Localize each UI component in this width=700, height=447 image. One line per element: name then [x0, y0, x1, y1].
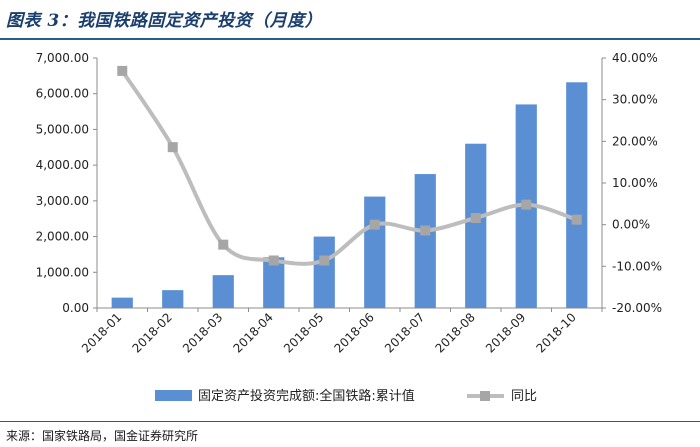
bar [313, 236, 335, 308]
x-axis-tick-label: 2018-01 [79, 310, 124, 355]
line-series [117, 65, 582, 266]
x-axis-tick-label: 2018-07 [382, 310, 427, 355]
right-axis-tick-label: 30.00% [612, 93, 658, 107]
left-axis-tick-label: 7,000.00 [36, 51, 89, 65]
left-axis-tick-label: 1,000.00 [36, 265, 89, 279]
right-axis-tick-label: 0.00% [612, 218, 650, 232]
yoy-marker [420, 225, 431, 236]
x-axis-tick-label: 2018-06 [332, 310, 377, 355]
legend-bar-label: 固定资产投资完成额:全国铁路:累计值 [198, 388, 415, 404]
yoy-marker [117, 65, 128, 76]
source-rule [0, 421, 700, 422]
bar [212, 275, 234, 308]
x-axis-tick-label: 2018-10 [534, 310, 579, 355]
bar [414, 174, 436, 308]
yoy-marker [369, 219, 380, 230]
bar [263, 257, 285, 308]
source-note: 来源：国家铁路局，国金证券研究所 [6, 429, 199, 443]
right-axis-tick-label: 10.00% [612, 176, 658, 190]
x-axis-tick-label: 2018-02 [130, 310, 175, 355]
right-axis-tick-label: 40.00% [612, 51, 658, 65]
left-axis-tick-label: 4,000.00 [36, 158, 89, 172]
yoy-line [120, 68, 579, 266]
x-axis-tick-label: 2018-04 [231, 310, 276, 355]
x-axis-tick-label: 2018-05 [281, 310, 326, 355]
legend-line-label: 同比 [511, 389, 537, 404]
title-rule [0, 38, 700, 40]
yoy-marker [167, 142, 178, 153]
yoy-marker [218, 239, 229, 250]
yoy-marker [571, 214, 582, 225]
x-axis-tick-label: 2018-09 [483, 310, 528, 355]
bar-series [111, 82, 588, 309]
x-axis-tick-label: 2018-03 [180, 310, 225, 355]
right-axis-tick-label: -10.00% [612, 259, 662, 273]
yoy-marker [319, 255, 330, 266]
bar [465, 143, 487, 308]
chart-legend: 固定资产投资完成额:全国铁路:累计值 同比 [155, 388, 537, 404]
bar [566, 82, 588, 309]
bar [162, 290, 184, 308]
left-axis-tick-label: 0.00 [62, 301, 89, 315]
bar [111, 297, 133, 308]
legend-line-marker [480, 391, 490, 401]
chart: 0.00 1,000.00 2,000.00 3,000.00 4,000.00 5,00… [36, 51, 663, 404]
yoy-marker [268, 255, 279, 266]
right-axis-tick-label: 20.00% [612, 134, 658, 148]
figure-title: 图表 3：我国铁路固定资产投资（月度） [6, 11, 323, 31]
right-axis-tick-label: -20.00% [612, 301, 662, 315]
legend-bar-swatch [155, 390, 192, 401]
x-axis-tick-label: 2018-08 [433, 310, 478, 355]
left-axis-tick-label: 2,000.00 [36, 230, 89, 244]
left-axis-tick-label: 3,000.00 [36, 194, 89, 208]
bar [364, 196, 386, 308]
yoy-marker [470, 213, 481, 223]
left-axis-tick-label: 6,000.00 [36, 87, 89, 101]
yoy-marker [521, 199, 532, 210]
left-axis-tick-label: 5,000.00 [36, 122, 89, 136]
